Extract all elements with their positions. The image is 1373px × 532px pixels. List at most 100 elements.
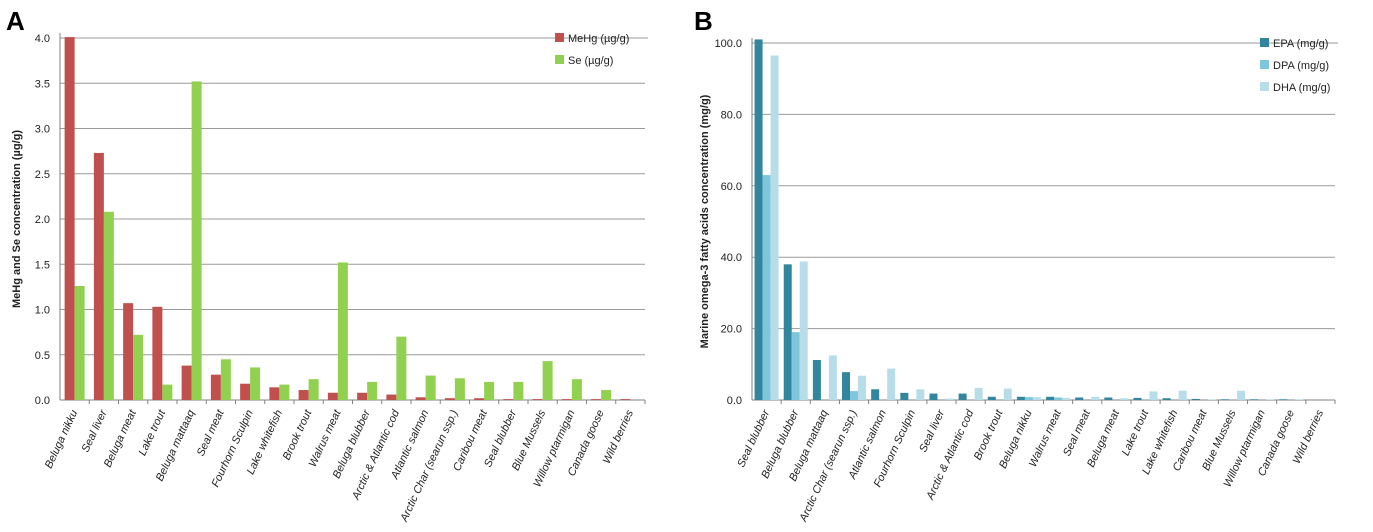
bar-dha-beluga-mattaaq (828, 355, 837, 400)
legend-label-dpa: DPA (mg/g) (1273, 60, 1329, 72)
y-tick-label: 40.0 (721, 252, 742, 264)
bar-se-blue-mussels (542, 361, 553, 400)
bar-mehg-lake-trout (152, 306, 163, 400)
bar-mehg-lake-whitefish (269, 387, 280, 400)
category-label-seal-liver: Seal liver (80, 407, 111, 454)
y-tick-label: 100.0 (714, 38, 742, 50)
y-tick-label: 4.0 (35, 33, 50, 45)
bar-se-caribou-meat (484, 381, 495, 400)
y-tick-label: 0.0 (727, 395, 742, 407)
bar-epa-beluga-mattaaq (812, 360, 821, 400)
bar-dpa-beluga-nikku (1024, 397, 1033, 400)
category-label-seal-meat: Seal meat (195, 407, 227, 458)
bar-mehg-brook-trout (298, 390, 309, 400)
panel-label-a: A (6, 6, 25, 36)
legend-swatch-se (555, 55, 564, 64)
bar-epa-canada-goose (1279, 399, 1288, 400)
bar-dha-beluga-meat (1120, 398, 1129, 400)
bar-se-seal-liver (103, 211, 114, 400)
category-label-lake-trout: Lake trout (137, 407, 169, 457)
bar-se-canada-goose (601, 390, 612, 400)
bar-mehg-seal-liver (93, 152, 104, 400)
y-tick-label: 60.0 (721, 181, 742, 193)
bar-dha-blue-mussels (1236, 390, 1245, 400)
bar-se-beluga-nikku (74, 285, 85, 400)
bar-mehg-walrus-meat (327, 392, 338, 400)
bar-dha-seal-liver (945, 398, 954, 400)
bar-dha-seal-blubber (770, 55, 779, 401)
bar-epa-beluga-meat (1104, 397, 1113, 400)
bar-dha-willow-ptarmigan (1266, 399, 1275, 400)
y-axis-title: Marine omega-3 fatty acids concentration… (699, 94, 711, 348)
y-axis-title: MeHg and Se concentration (µg/g) (11, 130, 23, 308)
bar-se-beluga-blubber (367, 381, 378, 400)
y-tick-label: 2.0 (35, 214, 50, 226)
y-tick-label: 3.5 (35, 78, 50, 90)
category-label-wild-berries: Wild berries (601, 408, 637, 466)
bar-mehg-seal-blubber (503, 399, 514, 400)
bar-epa-lake-whitefish (1162, 398, 1171, 400)
bar-mehg-wild-berries (620, 399, 631, 400)
legend-swatch-mehg (555, 33, 564, 42)
bar-mehg-atlantic-salmon (415, 397, 426, 400)
bar-mehg-beluga-mattaaq (181, 365, 192, 400)
bar-se-lake-trout (162, 384, 173, 400)
y-tick-label: 0.0 (35, 395, 50, 407)
bar-se-brook-trout (308, 379, 319, 400)
bar-se-arctic-atlantic-cod (396, 336, 407, 400)
bar-dha-canada-goose (1295, 399, 1304, 400)
bar-epa-arctic-atlantic-cod (958, 393, 967, 400)
category-label-brook-trout: Brook trout (281, 407, 315, 462)
bar-se-lake-whitefish (279, 384, 290, 400)
y-tick-label: 20.0 (721, 324, 742, 336)
bar-epa-fourhorn-sculpin (900, 392, 909, 400)
bar-epa-walrus-meat (1046, 396, 1055, 400)
bar-dha-walrus-meat (1062, 397, 1071, 400)
bar-se-seal-meat (220, 359, 231, 400)
bar-dpa-seal-blubber (762, 175, 771, 400)
bar-dha-arctic-atlantic-cod (974, 387, 983, 400)
bar-epa-atlantic-salmon (871, 389, 880, 400)
category-label-seal-liver: Seal liver (917, 407, 948, 454)
bar-epa-willow-ptarmigan (1250, 399, 1259, 400)
bar-dpa-beluga-blubber (791, 332, 800, 400)
bar-se-beluga-meat (133, 334, 144, 400)
bar-dha-seal-meat (1091, 396, 1100, 400)
bar-dha-atlantic-salmon (887, 368, 896, 400)
bar-epa-blue-mussels (1220, 399, 1229, 400)
bar-dha-lake-trout (1149, 391, 1158, 400)
legend-swatch-epa (1260, 38, 1269, 47)
y-tick-label: 80.0 (721, 109, 742, 121)
bar-epa-caribou-meat (1191, 398, 1200, 400)
panel-label-b: B (694, 6, 713, 36)
bar-epa-arctic-char-searun-ssp (842, 372, 851, 400)
bar-epa-beluga-blubber (783, 264, 792, 400)
category-label-lake-trout: Lake trout (1120, 407, 1152, 457)
bar-se-atlantic-salmon (425, 375, 436, 400)
y-tick-label: 1.5 (35, 259, 50, 271)
category-label-seal-meat: Seal meat (1061, 407, 1093, 458)
bar-se-walrus-meat (337, 262, 348, 400)
bar-epa-lake-trout (1133, 397, 1142, 400)
bar-dha-fourhorn-sculpin (916, 389, 925, 400)
bar-epa-seal-meat (1075, 397, 1084, 400)
bar-dha-lake-whitefish (1178, 390, 1187, 400)
category-label-brook-trout: Brook trout (972, 407, 1006, 462)
legend-swatch-dha (1260, 82, 1269, 91)
bar-se-arctic-char-searun-ssp (454, 378, 465, 400)
bar-epa-seal-liver (929, 393, 938, 400)
bar-mehg-beluga-nikku (64, 37, 75, 400)
legend-label-dha: DHA (mg/g) (1273, 82, 1330, 94)
bar-mehg-willow-ptarmigan (561, 399, 572, 400)
bar-mehg-caribou-meat (474, 398, 485, 400)
legend-label-epa: EPA (mg/g) (1273, 38, 1328, 50)
bar-mehg-seal-meat (210, 374, 221, 400)
bar-mehg-beluga-blubber (357, 392, 368, 400)
y-tick-label: 3.0 (35, 124, 50, 136)
bar-se-seal-blubber (513, 381, 524, 400)
legend-label-mehg: MeHg (µg/g) (568, 33, 629, 45)
bar-mehg-arctic-atlantic-cod (386, 394, 397, 400)
bar-mehg-fourhorn-sculpin (240, 383, 251, 400)
chart-panel-b: B 0.0 20.0 40.0 60.0 80.0 100.0 Marine omega-3… (694, 6, 1338, 524)
